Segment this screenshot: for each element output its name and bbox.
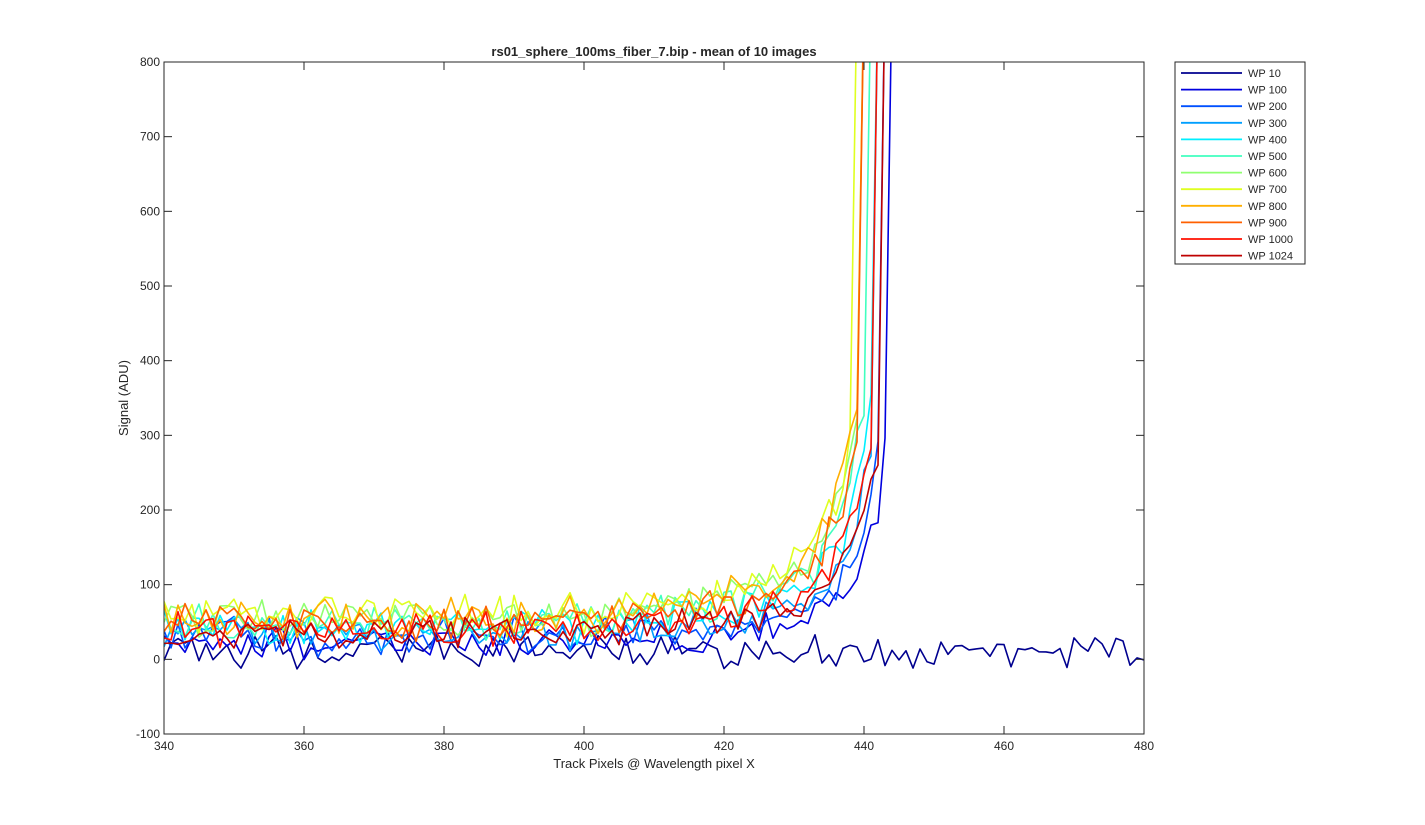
y-tick-label: 100 [140,578,160,592]
plot-frame [163,61,1145,735]
x-tick-label: 440 [854,739,874,753]
series-line-wp-10 [164,634,1144,670]
x-tick-label: 400 [574,739,594,753]
y-tick-label: 0 [153,652,160,666]
legend-label: WP 500 [1248,151,1287,163]
y-tick-label: 200 [140,503,160,517]
ticks-layer: 340 360 380 400 420 440 460 480 -100 0 100 200 300 40… [136,55,1154,753]
legend-label: WP 400 [1248,134,1287,146]
x-tick-label: 460 [994,739,1014,753]
chart-title: rs01_sphere_100ms_fiber_7.bip - mean of … [491,44,816,59]
legend-box [1174,61,1306,265]
x-tick-label: 360 [294,739,314,753]
y-tick-label: 500 [140,279,160,293]
series-line-wp-1024 [164,62,885,649]
legend-label: WP 600 [1248,168,1287,180]
plot-background [164,62,1144,734]
plot-area: 340 360 380 400 420 440 460 480 -100 0 100 200 300 40… [136,55,1154,753]
y-axis-title: Signal (ADU) [116,360,131,436]
legend-label: WP 900 [1248,217,1287,229]
y-tick-label: 400 [140,354,160,368]
series-line-wp-1000 [164,62,878,649]
y-tick-label: -100 [136,727,160,741]
y-tick-label: 600 [140,204,160,218]
series-line-wp-100 [164,62,892,661]
series-layer [164,62,1144,670]
series-line-wp-600 [164,62,864,638]
series-line-wp-400 [164,62,878,646]
y-tick-label: 800 [140,55,160,69]
legend-label: WP 300 [1248,118,1287,130]
y-tick-label: 300 [140,428,160,442]
series-line-wp-700 [164,62,857,638]
legend-label: WP 200 [1248,101,1287,113]
y-tick-label: 700 [140,130,160,144]
legend-label: WP 100 [1248,85,1287,97]
x-axis-title: Track Pixels @ Wavelength pixel X [553,756,755,771]
x-tick-label: 480 [1134,739,1154,753]
legend-items: WP 10 WP 100 WP 200 WP 300 WP 400 WP 500 WP 60… [1181,68,1293,263]
x-tick-label: 340 [154,739,174,753]
legend-label: WP 700 [1248,184,1287,196]
legend-label: WP 1024 [1248,251,1293,263]
series-line-wp-900 [164,62,864,643]
x-tick-label: 420 [714,739,734,753]
legend-label: WP 1000 [1248,234,1293,246]
legend-label: WP 800 [1248,201,1287,213]
legend: WP 10 WP 100 WP 200 WP 300 WP 400 WP 500 WP 60… [1174,61,1306,265]
x-tick-label: 380 [434,739,454,753]
legend-label: WP 10 [1248,68,1281,80]
